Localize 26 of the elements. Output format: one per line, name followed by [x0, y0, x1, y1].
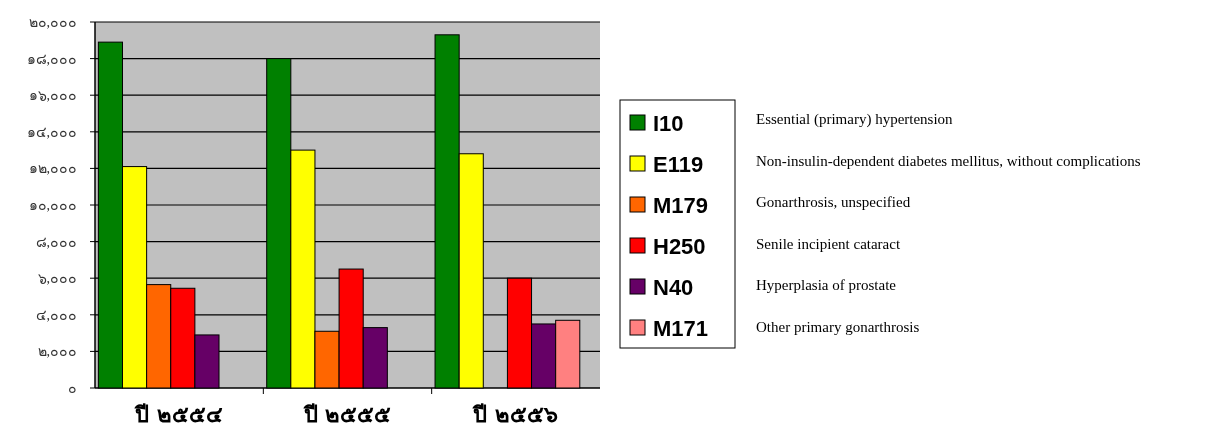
legend-label: E119: [653, 152, 704, 177]
text: Hyperplasia of prostate: [756, 277, 897, 293]
text: Essential (primary) hypertension: [756, 111, 954, 128]
y-tick-label: ๐: [68, 381, 77, 396]
legend-label: I10: [653, 111, 684, 136]
y-tick-label: ๖,๐๐๐: [37, 271, 77, 287]
y-tick-label: ๑๖,๐๐๐: [28, 88, 77, 104]
legend-label: M171: [653, 316, 709, 341]
y-tick-label: ๒,๐๐๐: [37, 344, 77, 360]
x-tick-label: ปี ๒๕๕๖: [472, 402, 559, 427]
y-tick-label: ๘,๐๐๐: [35, 234, 77, 250]
x-tick-label: ปี ๒๕๕๔: [134, 402, 223, 427]
legend-label: H250: [653, 234, 706, 259]
y-tick-label: ๒๐,๐๐๐: [28, 15, 77, 30]
legend-label: M179: [653, 193, 709, 218]
text: Other primary gonarthrosis: [756, 318, 920, 335]
y-tick-label: ๑๔,๐๐๐: [26, 124, 77, 140]
y-tick-label: ๑๒,๐๐๐: [28, 161, 77, 177]
x-tick-label: ปี ๒๕๕๕: [302, 402, 392, 427]
legend-label: N40: [653, 275, 694, 300]
y-tick-label: ๔,๐๐๐: [35, 307, 77, 323]
text: Senile incipient cataract: [756, 235, 901, 252]
text: Gonarthrosis, unspecified: [756, 194, 911, 210]
y-tick-label: ๑๐,๐๐๐: [28, 198, 77, 213]
y-tick-label: ๑๘,๐๐๐: [26, 51, 77, 67]
text: Non-insulin-dependent diabetes mellitus, without complications: [756, 152, 1141, 169]
